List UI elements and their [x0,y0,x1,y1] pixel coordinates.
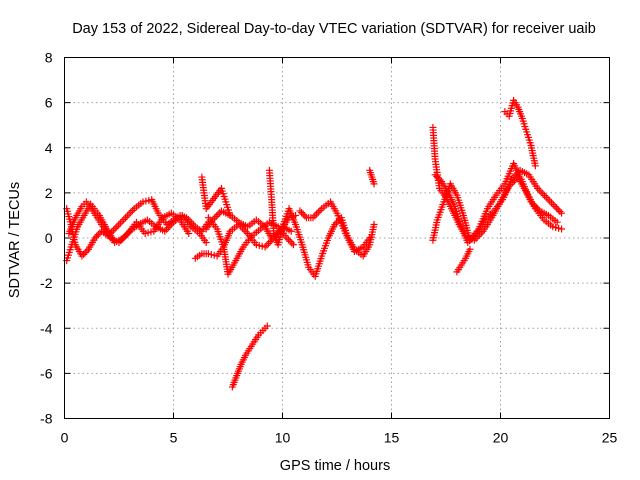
data-point [115,221,123,229]
series-track-g [198,173,234,219]
data-point [296,207,304,215]
data-point [91,234,99,242]
y-axis-label: SDTVAR / TECUs [7,182,23,298]
data-points [63,96,566,391]
y-tick-label: -4 [40,320,53,336]
x-axis-label: GPS time / hours [280,458,390,474]
x-tick-label: 10 [275,430,291,446]
x-tick-labels: 0 5 10 15 20 25 [61,430,618,446]
data-point [263,241,271,249]
data-point [240,226,248,234]
data-point [556,207,564,215]
grid-lines [64,57,610,419]
data-point [431,171,439,179]
data-point [434,174,442,182]
data-point [163,225,171,233]
x-tick-label: 5 [170,430,178,446]
data-point [311,212,319,220]
series-track-c [65,198,193,247]
data-point [313,210,321,218]
data-point [531,162,539,170]
data-point [433,173,441,181]
data-point [301,212,309,220]
data-point [113,223,121,231]
data-point [287,227,295,235]
data-point [553,204,561,212]
data-point [316,206,324,214]
data-point [265,239,273,247]
data-point [370,220,378,228]
data-point [466,245,474,253]
data-point [202,239,210,247]
data-point [298,209,306,217]
data-point [544,195,552,203]
data-point [127,208,135,216]
data-point [286,237,294,245]
data-point [289,241,297,249]
data-point [212,212,220,220]
data-point [123,212,131,220]
data-point [331,220,339,228]
data-point [216,209,224,217]
y-tick-labels: -8 -6 -4 -2 0 2 4 6 8 [40,50,53,427]
data-point [549,201,557,209]
series-track-i [296,198,378,260]
data-point [185,229,193,237]
data-point [80,250,88,258]
data-point [284,236,292,244]
y-tick-label: -6 [40,365,53,381]
data-point [546,197,554,205]
plot-frame [64,57,610,419]
y-tick-label: 8 [45,50,53,66]
series-track-m [429,160,561,244]
y-tick-label: 0 [45,230,53,246]
series-track-p [501,96,539,170]
x-tick-label: 25 [602,430,618,446]
data-point [93,232,101,240]
x-tick-label: 15 [384,430,400,446]
data-point [122,214,130,222]
data-point [125,210,133,218]
data-point [120,215,128,223]
y-tick-label: 6 [45,95,53,111]
series-track-j [366,166,378,188]
data-point [558,209,566,217]
data-point [551,202,559,210]
y-tick-label: 4 [45,140,53,156]
data-point [539,190,547,198]
data-point [78,252,86,260]
y-tick-label: 2 [45,185,53,201]
data-point [242,228,250,236]
data-point [548,199,556,207]
x-tick-label: 0 [61,430,69,446]
series-track-n [431,166,566,247]
data-point [314,208,322,216]
data-point [226,211,234,219]
data-point [542,193,550,201]
series-track-o [453,245,474,276]
data-point [263,322,271,330]
data-point [288,239,296,247]
x-tick-label: 20 [493,430,509,446]
data-point [94,231,102,239]
y-tick-label: -8 [40,411,53,427]
data-point [554,206,562,214]
data-point [83,247,91,255]
data-point [436,176,444,184]
data-point [537,188,545,196]
data-point [299,210,307,218]
series-track-k [228,322,271,391]
data-point [81,249,89,257]
data-point [111,225,119,233]
data-point [129,206,137,214]
chart-title: Day 153 of 2022, Sidereal Day-to-day VTE… [72,21,596,37]
data-point [116,219,124,227]
data-point [283,234,291,242]
data-point [553,218,561,226]
data-point [118,217,126,225]
data-point [370,180,378,188]
data-point [558,225,566,233]
y-tick-label: -2 [40,275,53,291]
